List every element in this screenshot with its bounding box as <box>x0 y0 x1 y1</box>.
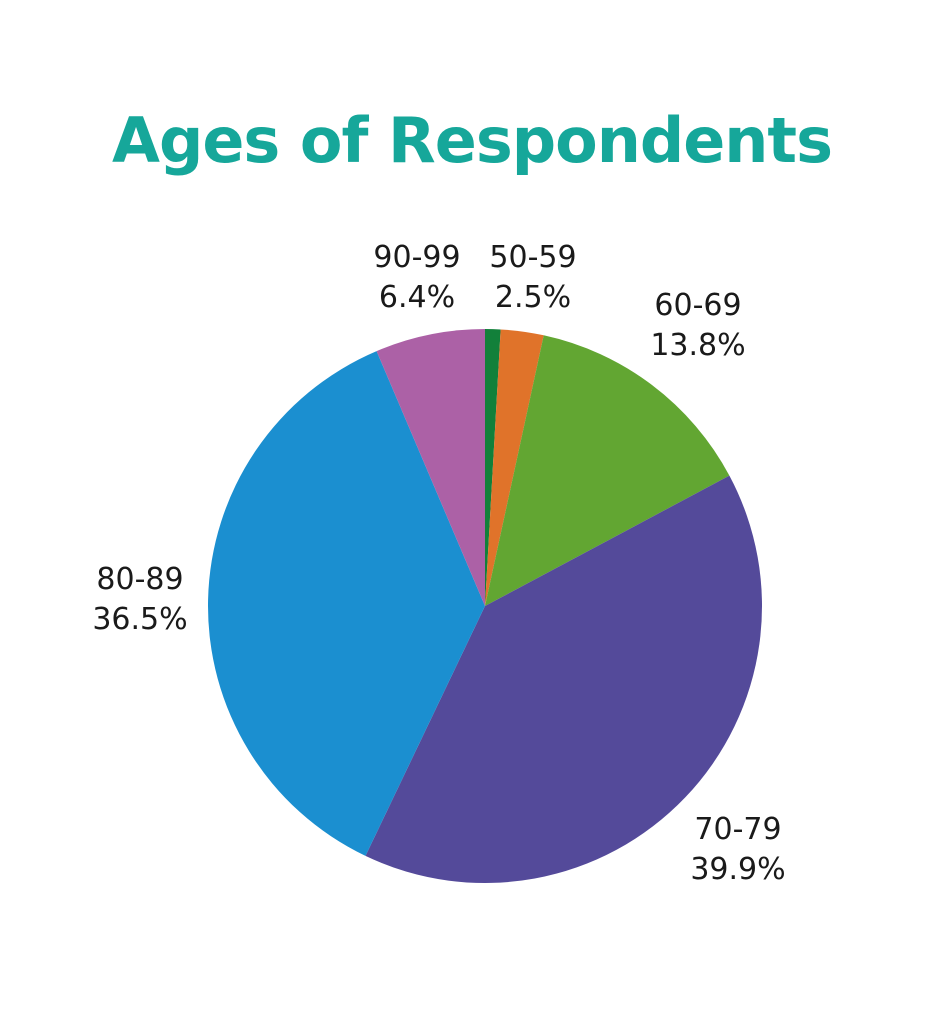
pie-slice-70-79 <box>365 475 762 883</box>
slice-label-category: 70-79 <box>694 812 782 847</box>
chart-title: Ages of Respondents <box>112 104 833 177</box>
slice-label-50-59: 50-59 2.5% <box>478 238 588 318</box>
pie-slice-slice-0 <box>485 329 501 606</box>
slice-label-value: 39.9% <box>690 852 786 887</box>
slice-label-value: 2.5% <box>494 280 572 315</box>
slice-label-value: 6.4% <box>378 280 456 315</box>
slice-label-value: 36.5% <box>92 602 188 637</box>
slice-label-60-69: 60-69 13.8% <box>638 286 758 366</box>
slice-label-category: 60-69 <box>654 288 742 323</box>
slice-label-category: 90-99 <box>373 240 461 275</box>
slice-label-90-99: 90-99 6.4% <box>362 238 472 318</box>
pie-slice-60-69 <box>485 335 730 606</box>
slice-label-category: 50-59 <box>489 240 577 275</box>
slice-label-value: 13.8% <box>650 328 746 363</box>
pie-slice-80-89 <box>208 351 486 856</box>
slice-label-70-79: 70-79 39.9% <box>678 810 798 890</box>
slice-label-category: 80-89 <box>96 562 184 597</box>
pie-slice-50-59 <box>485 329 544 606</box>
pie-slice-90-99 <box>376 329 485 606</box>
slice-label-80-89: 80-89 36.5% <box>80 560 200 640</box>
